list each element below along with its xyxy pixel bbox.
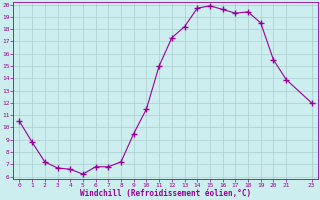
X-axis label: Windchill (Refroidissement éolien,°C): Windchill (Refroidissement éolien,°C) (80, 189, 251, 198)
